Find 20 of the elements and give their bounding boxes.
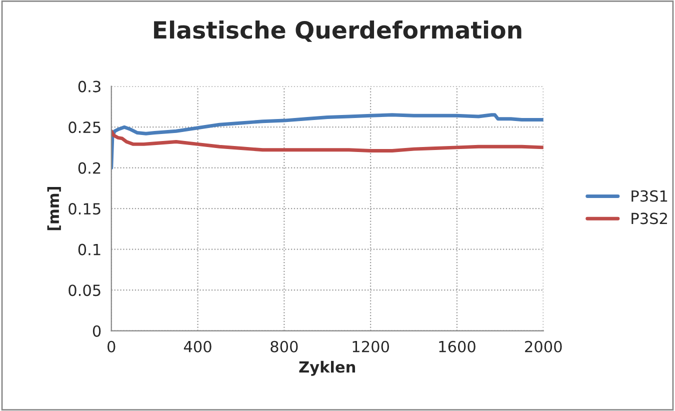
y-tick-label: 0.2: [78, 162, 100, 174]
legend-label: P3S1: [632, 190, 668, 202]
y-tick-label: 0.05: [68, 284, 100, 296]
y-axis-title: [mm]: [47, 186, 61, 230]
y-tick-label: 0: [92, 325, 101, 337]
x-tick-label: 0: [108, 340, 116, 352]
y-tick-label: 0.15: [68, 203, 100, 215]
x-tick-label: 800: [270, 340, 298, 352]
x-tick-label: 1600: [439, 340, 476, 352]
chart-title: Elastische Querdeformation: [154, 20, 522, 42]
x-tick-label: 400: [184, 340, 212, 352]
x-tick-label: 2000: [525, 340, 562, 352]
x-axis-title: Zyklen: [299, 360, 356, 376]
legend-label: P3S2: [632, 212, 667, 224]
y-tick-label: 0.1: [78, 244, 100, 256]
y-tick-label: 0.3: [78, 80, 100, 92]
line-series: [111, 113, 544, 170]
x-tick-label: 1200: [352, 340, 389, 352]
line-series: [111, 129, 544, 152]
y-tick-label: 0.25: [68, 122, 100, 134]
